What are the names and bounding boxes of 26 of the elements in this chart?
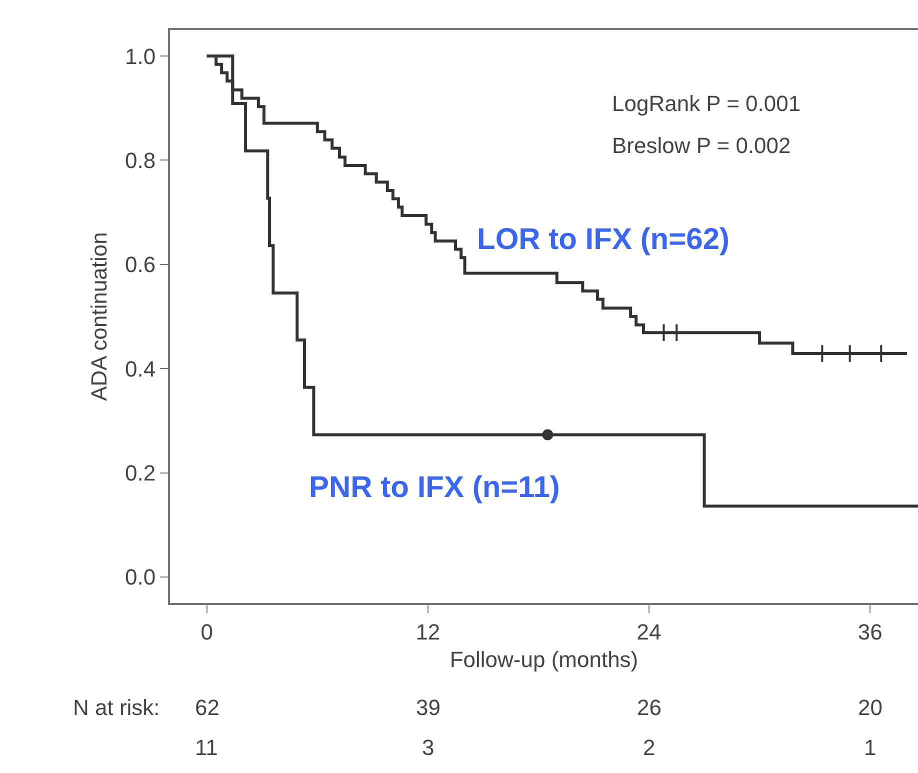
x-axis-title: Follow-up (months) <box>450 646 638 672</box>
x-tick-label: 36 <box>858 619 882 644</box>
annotation: Breslow P = 0.002 <box>612 133 791 158</box>
text: 20 <box>858 695 882 720</box>
y-tick-label: 0.8 <box>125 148 156 173</box>
series-label: PNR to IFX (n=11) <box>309 471 560 504</box>
text: 1 <box>864 735 876 760</box>
x-tick-label: 0 <box>200 619 213 644</box>
annotation: LogRank P = 0.001 <box>612 91 801 116</box>
x-tick-label: 12 <box>416 619 440 644</box>
y-tick-label: 0.0 <box>125 564 156 590</box>
y-tick-label: 0.6 <box>125 252 156 278</box>
text: 11 <box>195 735 218 760</box>
text: 62 <box>195 695 220 720</box>
y-tick-label: 0.4 <box>125 356 156 382</box>
text: 3 <box>422 735 434 760</box>
y-tick-label: 1.0 <box>125 44 156 69</box>
text: N at risk: <box>73 695 160 720</box>
text: 39 <box>416 695 440 720</box>
text: 26 <box>637 695 662 720</box>
point <box>542 429 554 440</box>
x-tick-label: 24 <box>636 619 662 644</box>
series-label: LOR to IFX (n=62) <box>477 223 730 256</box>
y-tick-label: 0.2 <box>125 460 156 486</box>
text: 2 <box>643 735 656 760</box>
y-axis-title: ADA continuation <box>86 232 112 401</box>
